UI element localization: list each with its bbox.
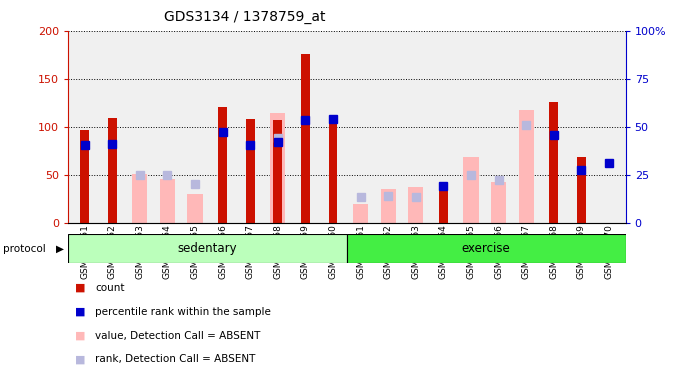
Bar bbox=[549, 102, 558, 223]
Text: sedentary: sedentary bbox=[177, 242, 237, 255]
Bar bbox=[218, 107, 227, 223]
Text: GDS3134 / 1378759_at: GDS3134 / 1378759_at bbox=[164, 10, 326, 23]
Text: ■: ■ bbox=[75, 331, 85, 341]
Bar bbox=[273, 120, 282, 223]
Text: ■: ■ bbox=[75, 307, 85, 317]
Text: protocol: protocol bbox=[3, 244, 46, 254]
Bar bbox=[408, 187, 424, 223]
Bar bbox=[270, 113, 286, 223]
Text: ▶: ▶ bbox=[56, 244, 64, 254]
Bar bbox=[188, 194, 203, 223]
Text: exercise: exercise bbox=[462, 242, 511, 255]
Bar bbox=[107, 118, 116, 223]
Bar bbox=[439, 191, 448, 223]
Bar bbox=[245, 119, 254, 223]
Bar bbox=[491, 182, 506, 223]
Text: count: count bbox=[95, 283, 124, 293]
Bar bbox=[132, 174, 148, 223]
Bar bbox=[381, 189, 396, 223]
Bar bbox=[328, 117, 337, 223]
Bar bbox=[464, 157, 479, 223]
Bar bbox=[80, 130, 89, 223]
Text: ■: ■ bbox=[75, 283, 85, 293]
Bar bbox=[160, 179, 175, 223]
Bar bbox=[301, 54, 310, 223]
Bar bbox=[68, 234, 347, 263]
Text: ■: ■ bbox=[75, 354, 85, 364]
Text: rank, Detection Call = ABSENT: rank, Detection Call = ABSENT bbox=[95, 354, 256, 364]
Text: percentile rank within the sample: percentile rank within the sample bbox=[95, 307, 271, 317]
Text: value, Detection Call = ABSENT: value, Detection Call = ABSENT bbox=[95, 331, 260, 341]
Bar bbox=[577, 157, 586, 223]
Bar bbox=[347, 234, 626, 263]
Bar bbox=[519, 111, 534, 223]
Bar bbox=[353, 204, 368, 223]
